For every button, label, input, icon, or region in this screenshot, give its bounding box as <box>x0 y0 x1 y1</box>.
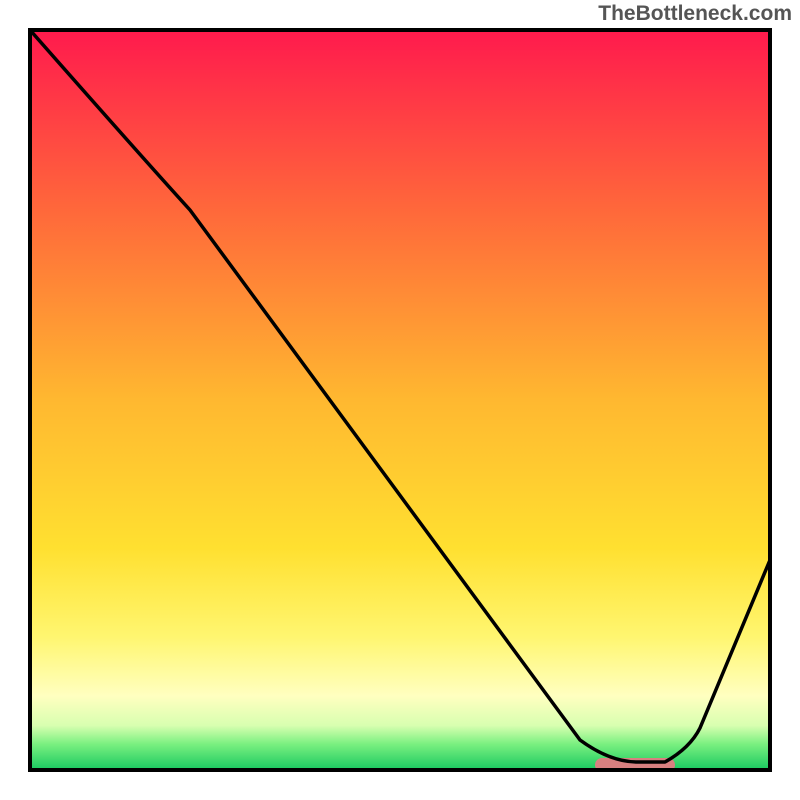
chart-container: TheBottleneck.com <box>0 0 800 800</box>
attribution-label: TheBottleneck.com <box>598 2 792 26</box>
bottleneck-chart <box>0 0 800 800</box>
gradient-background <box>30 30 770 770</box>
